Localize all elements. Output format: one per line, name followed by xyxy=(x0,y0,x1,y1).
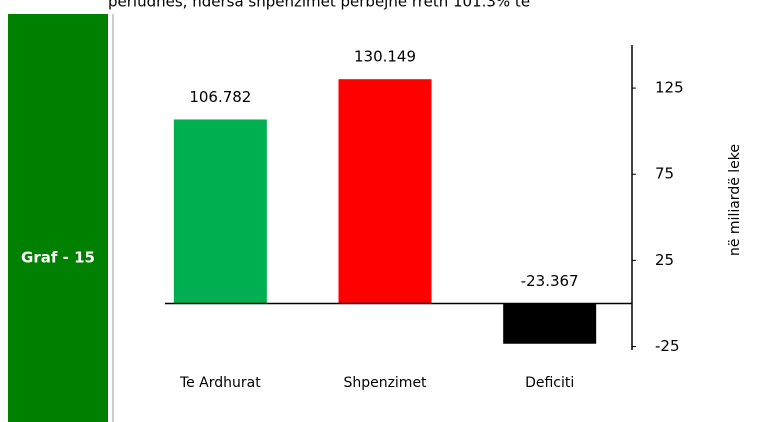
value-label: 130.149 xyxy=(354,48,416,66)
value-label: -23.367 xyxy=(521,272,579,290)
bar xyxy=(503,303,597,344)
sidebar xyxy=(8,14,108,422)
sidebar-label: Graf - 15 xyxy=(21,249,95,267)
bar xyxy=(173,119,267,304)
y-tick-label: 25 xyxy=(655,251,674,269)
x-tick-label: Shpenzimet xyxy=(343,375,427,391)
header-text: periudhës, ndërsa shpenzimet përbëjnë rr… xyxy=(108,0,530,11)
bar xyxy=(338,79,432,304)
x-tick-label: Deficiti xyxy=(525,375,574,391)
value-label: 106.782 xyxy=(189,88,251,106)
y-tick-label: 125 xyxy=(655,79,684,97)
x-tick-label: Te Ardhurat xyxy=(179,375,261,391)
y-tick-label: 75 xyxy=(655,165,674,183)
y-tick-label: -25 xyxy=(655,337,680,355)
y-axis-label: në miliardë leke xyxy=(727,144,743,256)
